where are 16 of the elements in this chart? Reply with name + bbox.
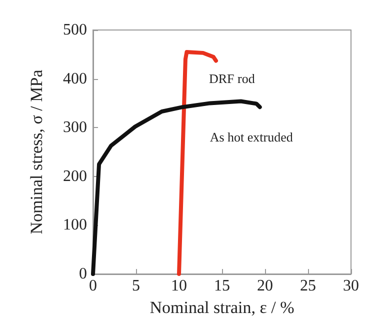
text: As hot extruded	[210, 130, 294, 145]
y-tick-label: 200	[63, 168, 87, 185]
x-tick-label: 25	[300, 278, 316, 294]
x-tick-label: 30	[343, 278, 359, 294]
y-axis-title: Nominal stress, σ / MPa	[27, 69, 46, 234]
y-tick-label: 0	[79, 266, 87, 282]
x-axis-title: Nominal strain, ε / %	[150, 298, 294, 317]
y-tick-label: 100	[63, 216, 87, 234]
x-tick-label: 20	[257, 278, 273, 294]
x-tick-label: 10	[171, 278, 187, 294]
x-tick-label: 5	[132, 278, 140, 294]
y-tick-label: 400	[63, 70, 87, 88]
series-label: DRF rod	[208, 71, 256, 86]
y-tick-label: 300	[63, 119, 87, 136]
x-tick-label: 15	[214, 278, 230, 294]
y-tick-label: 500	[63, 22, 87, 38]
